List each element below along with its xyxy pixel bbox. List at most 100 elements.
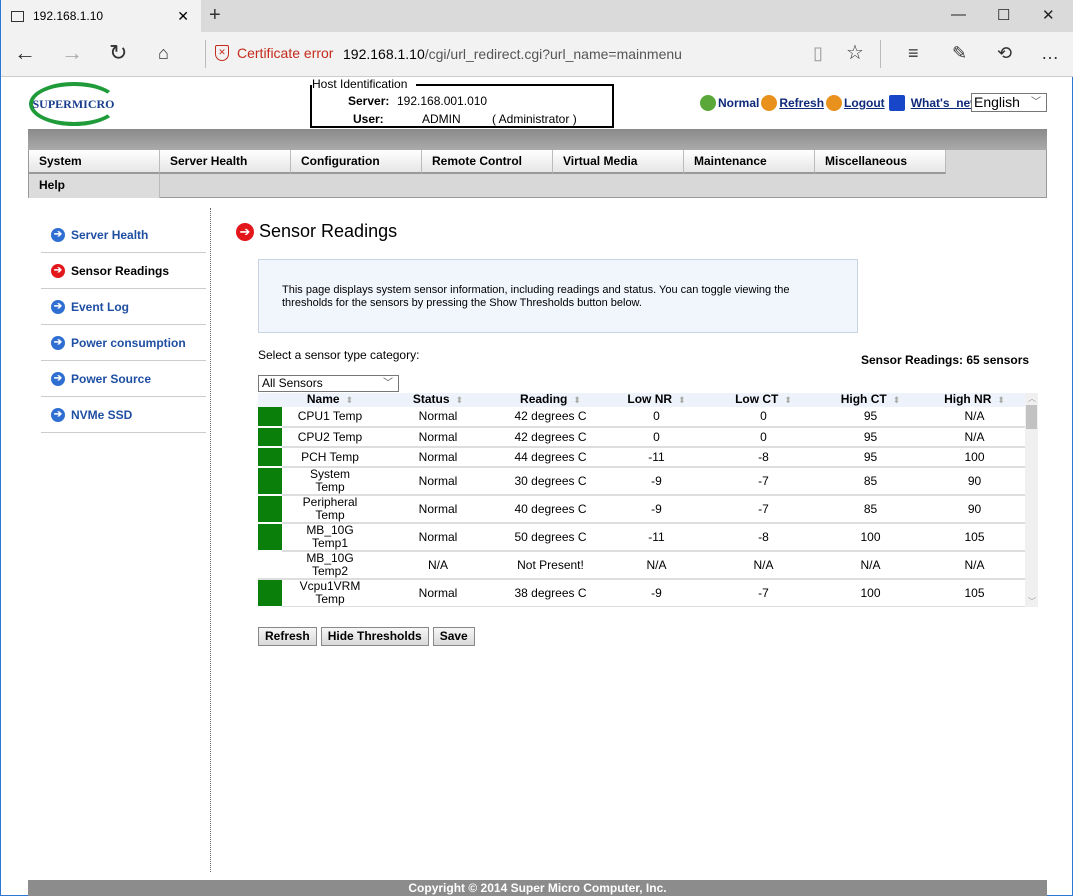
table-cell: CPU1 Temp (282, 407, 378, 428)
certificate-error[interactable]: ✕ Certificate error (215, 45, 333, 61)
table-cell: N/A (924, 551, 1025, 580)
host-identification: Host Identification Server: 192.168.001.… (310, 77, 614, 128)
column-header[interactable]: Low NR ⬍ (603, 393, 710, 407)
main-menu: System Server Health Configuration Remot… (28, 150, 1047, 198)
supermicro-logo: SUPERMICRO (29, 82, 119, 126)
scroll-thumb[interactable] (1026, 405, 1037, 429)
close-tab-icon[interactable]: ✕ (177, 7, 189, 24)
table-cell: 105 (924, 523, 1025, 552)
sidebar-item-nvme-ssd[interactable]: ➔ NVMe SSD (41, 397, 206, 433)
scroll-down-icon[interactable]: ﹀ (1028, 597, 1036, 606)
refresh-link[interactable]: Refresh (779, 96, 825, 110)
sidebar-item-event-log[interactable]: ➔ Event Log (41, 289, 206, 325)
save-button[interactable]: Save (432, 627, 475, 646)
column-label: Reading (520, 393, 568, 406)
table-cell: 95 (817, 447, 924, 468)
table-cell: 95 (817, 407, 924, 428)
menu-server-health[interactable]: Server Health (160, 150, 291, 174)
table-cell: 85 (817, 467, 924, 496)
page-title-text: Sensor Readings (259, 221, 398, 241)
table-cell: 50 degrees C (498, 523, 603, 552)
table-cell: -7 (710, 467, 817, 496)
column-header[interactable]: Status ⬍ (378, 393, 498, 407)
check-icon (700, 95, 716, 111)
sidebar-label: Server Health (71, 227, 149, 242)
refresh-button[interactable]: Refresh (258, 627, 317, 646)
minimize-icon[interactable]: — (951, 6, 966, 23)
menu-miscellaneous[interactable]: Miscellaneous (815, 150, 946, 174)
menu-virtual-media[interactable]: Virtual Media (553, 150, 684, 174)
host-legend: Host Identification (312, 77, 410, 91)
table-cell: Normal (378, 447, 498, 468)
favorite-star-icon[interactable]: ☆ (846, 42, 864, 64)
table-cell: N/A (378, 551, 498, 580)
table-cell: 90 (924, 467, 1025, 496)
table-cell: -9 (603, 579, 710, 607)
sensor-count: Sensor Readings: 65 sensors (861, 353, 1030, 367)
column-header[interactable]: Low CT ⬍ (710, 393, 817, 407)
new-tab-icon[interactable]: + (209, 4, 221, 26)
menu-maintenance[interactable]: Maintenance (684, 150, 815, 174)
divider (205, 40, 206, 68)
logo-text: SUPERMICRO (32, 96, 115, 111)
window-close-icon[interactable]: ✕ (1042, 7, 1055, 24)
table-cell: 44 degrees C (498, 447, 603, 468)
share-icon[interactable]: ⟲ (997, 43, 1013, 63)
table-cell: 105 (924, 579, 1025, 607)
sidebar-item-power-consumption[interactable]: ➔ Power consumption (41, 325, 206, 361)
table-row: Peripheral Temp Normal 40 degrees C -9 -7 85 9… (258, 495, 1025, 524)
category-select[interactable]: All Sensors ﹀ (258, 375, 399, 392)
menu-help[interactable]: Help (29, 174, 160, 198)
info-box: This page displays system sensor informa… (258, 259, 858, 333)
header-links: Normal Refresh Logout What's new (698, 95, 980, 111)
table-row: CPU2 Temp Normal 42 degrees C 0 0 95 N/A (258, 427, 1025, 448)
column-header[interactable]: High CT ⬍ (817, 393, 924, 407)
table-cell: -7 (710, 579, 817, 607)
table-cell: 0 (710, 407, 817, 428)
logout-link[interactable]: Logout (844, 96, 885, 110)
maximize-icon[interactable]: ☐ (997, 7, 1011, 24)
sidebar-item-power-source[interactable]: ➔ Power Source (41, 361, 206, 397)
status-indicator (258, 579, 282, 607)
menu-configuration[interactable]: Configuration (291, 150, 422, 174)
column-header[interactable]: Name ⬍ (282, 393, 378, 407)
table-cell: 42 degrees C (498, 427, 603, 448)
server-value: 192.168.001.010 (397, 94, 488, 108)
hide-thresholds-button[interactable]: Hide Thresholds (320, 627, 429, 646)
hub-icon[interactable]: ≡ (908, 43, 919, 63)
table-cell: Vcpu1VRM Temp (282, 579, 378, 607)
sidebar-label: Sensor Readings (71, 263, 170, 278)
browser-tab[interactable]: 192.168.1.10 ✕ (1, 0, 201, 32)
reading-view-icon[interactable]: ▯ (813, 43, 823, 63)
arrow-right-icon: ➔ (51, 407, 65, 422)
language-select[interactable]: English ﹀ (971, 93, 1047, 112)
column-header[interactable]: Reading ⬍ (498, 393, 603, 407)
menu-system[interactable]: System (29, 150, 160, 174)
status-color-header (258, 393, 282, 407)
web-note-icon[interactable]: ✎ (952, 43, 968, 63)
divider (880, 40, 881, 68)
cert-error-label: Certificate error (237, 45, 334, 61)
table-cell: PCH Temp (282, 447, 378, 468)
table-cell: System Temp (282, 467, 378, 496)
sort-icon: ⬍ (573, 395, 581, 405)
column-header[interactable]: High NR ⬍ (924, 393, 1025, 407)
table-scrollbar[interactable]: ︿ ﹀ (1025, 393, 1038, 607)
sidebar-item-sensor-readings[interactable]: ➔ Sensor Readings (41, 253, 206, 289)
logout-icon (826, 95, 843, 111)
sidebar-item-server-health[interactable]: ➔ Server Health (41, 217, 206, 253)
more-icon[interactable]: … (1041, 43, 1059, 63)
forward-icon[interactable]: → (61, 40, 83, 65)
reload-icon[interactable]: ↻ (109, 40, 128, 65)
home-icon[interactable]: ⌂ (158, 43, 169, 63)
sensor-table: Name ⬍ Status ⬍ Reading ⬍ Low NR ⬍ Low CT ⬍ High C… (258, 393, 1038, 607)
url-field[interactable]: 192.168.1.10/cgi/url_redirect.cgi?url_na… (343, 46, 682, 62)
scroll-up-icon[interactable]: ︿ (1028, 394, 1036, 403)
back-icon[interactable]: ← (14, 40, 36, 65)
whats-new-link[interactable]: What's new (910, 96, 980, 110)
tab-title: 192.168.1.10 (33, 9, 104, 23)
menu-remote-control[interactable]: Remote Control (422, 150, 553, 174)
table-cell: 90 (924, 495, 1025, 524)
sort-icon: ⬍ (345, 395, 354, 405)
sort-icon: ⬍ (678, 395, 686, 405)
